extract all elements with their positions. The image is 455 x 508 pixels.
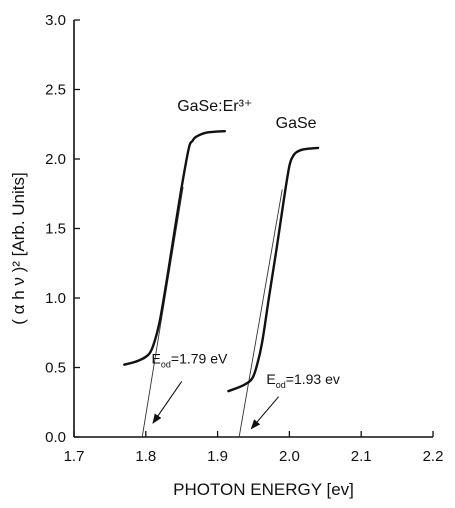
x-tick-label: 2.1: [351, 448, 372, 465]
x-tick-label: 2.2: [423, 448, 444, 465]
extrapolation-lines: [141, 186, 283, 438]
series-line-1: [123, 130, 226, 366]
series-label-1: GaSe:Er³⁺: [177, 98, 252, 115]
y-tick-label: 0.0: [45, 429, 66, 446]
series-line-2: [227, 146, 320, 393]
extrapolation-line: [238, 189, 283, 438]
y-tick-label: 3.0: [45, 12, 66, 29]
annotation-arrow-1: [152, 381, 183, 424]
x-tick-label: 1.9: [207, 448, 228, 465]
x-axis-label: PHOTON ENERGY [ev]: [173, 480, 354, 499]
series-group: GaSe:Er³⁺ GaSe: [123, 98, 320, 393]
y-tick-label: 0.5: [45, 360, 66, 377]
series-label-2: GaSe: [276, 115, 317, 132]
y-tick-label: 1.5: [45, 221, 66, 238]
y-tick-label: 2.5: [45, 82, 66, 99]
x-tick-label: 2.0: [279, 448, 300, 465]
y-tick-label: 2.0: [45, 151, 66, 168]
axes: 1.7 1.8 1.9 2.0 2.1 2.2 0.0 0.5 1.0 1.5 2.0 2.5 3.0: [45, 12, 443, 465]
annotation-2: Eod=1.93 ev: [266, 371, 339, 390]
annotation-arrow-2: [250, 396, 280, 430]
y-axis-label: ( α h ν )² [Arb. Units]: [9, 172, 28, 324]
y-tick-label: 1.0: [45, 290, 66, 307]
annotation-1: Eod=1.79 eV: [152, 350, 228, 369]
x-tick-label: 1.7: [64, 448, 85, 465]
annotations: Eod=1.79 eV Eod=1.93 ev: [152, 350, 340, 430]
x-tick-label: 1.8: [135, 448, 156, 465]
